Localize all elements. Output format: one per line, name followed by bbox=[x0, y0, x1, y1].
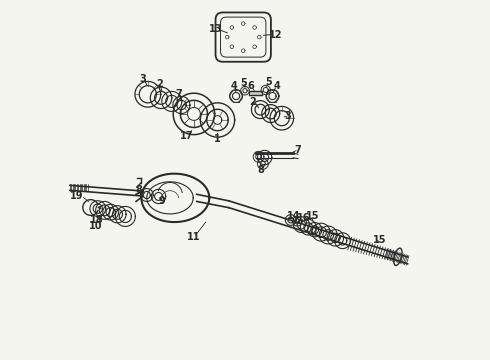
Text: 14: 14 bbox=[287, 211, 301, 221]
Text: 15: 15 bbox=[372, 235, 386, 245]
Text: 13: 13 bbox=[209, 24, 222, 34]
Text: 6: 6 bbox=[248, 81, 254, 91]
Text: 18: 18 bbox=[90, 215, 104, 225]
Text: 8: 8 bbox=[135, 185, 142, 195]
Text: 5: 5 bbox=[241, 78, 247, 88]
Text: 4: 4 bbox=[274, 81, 280, 91]
Text: 2: 2 bbox=[156, 79, 163, 89]
Text: 15: 15 bbox=[306, 211, 319, 221]
Text: 11: 11 bbox=[187, 232, 200, 242]
Text: 7: 7 bbox=[294, 145, 301, 155]
Text: 16: 16 bbox=[297, 213, 311, 223]
Text: 2: 2 bbox=[249, 97, 256, 107]
Text: 5: 5 bbox=[265, 77, 271, 87]
Text: 1: 1 bbox=[214, 134, 221, 144]
Text: 4: 4 bbox=[231, 81, 238, 91]
Text: 3: 3 bbox=[285, 111, 291, 121]
Text: 10: 10 bbox=[89, 221, 102, 231]
Text: 9: 9 bbox=[159, 197, 166, 206]
Text: 8: 8 bbox=[258, 165, 265, 175]
Text: 7: 7 bbox=[175, 89, 182, 99]
Text: 3: 3 bbox=[140, 73, 147, 84]
Text: 19: 19 bbox=[71, 191, 84, 201]
Text: 12: 12 bbox=[269, 30, 282, 40]
Text: 17: 17 bbox=[180, 131, 194, 141]
